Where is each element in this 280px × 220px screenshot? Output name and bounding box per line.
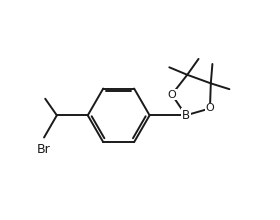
Text: O: O	[167, 90, 176, 99]
Text: B: B	[182, 109, 190, 122]
Text: Br: Br	[37, 143, 51, 156]
Text: O: O	[206, 103, 214, 114]
